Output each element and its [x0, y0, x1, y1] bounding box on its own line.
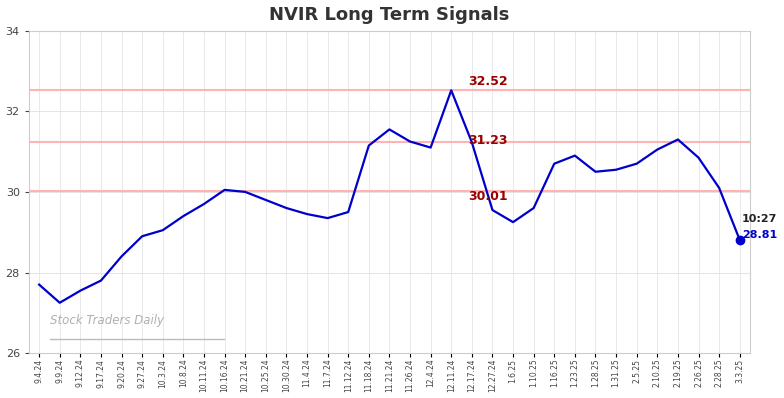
Text: 31.23: 31.23 [468, 135, 507, 147]
Text: 10:27: 10:27 [742, 214, 777, 224]
Text: 30.01: 30.01 [468, 190, 507, 203]
Text: 32.52: 32.52 [468, 76, 507, 88]
Text: Stock Traders Daily: Stock Traders Daily [50, 314, 165, 327]
Title: NVIR Long Term Signals: NVIR Long Term Signals [269, 6, 510, 23]
Text: 28.81: 28.81 [742, 230, 777, 240]
